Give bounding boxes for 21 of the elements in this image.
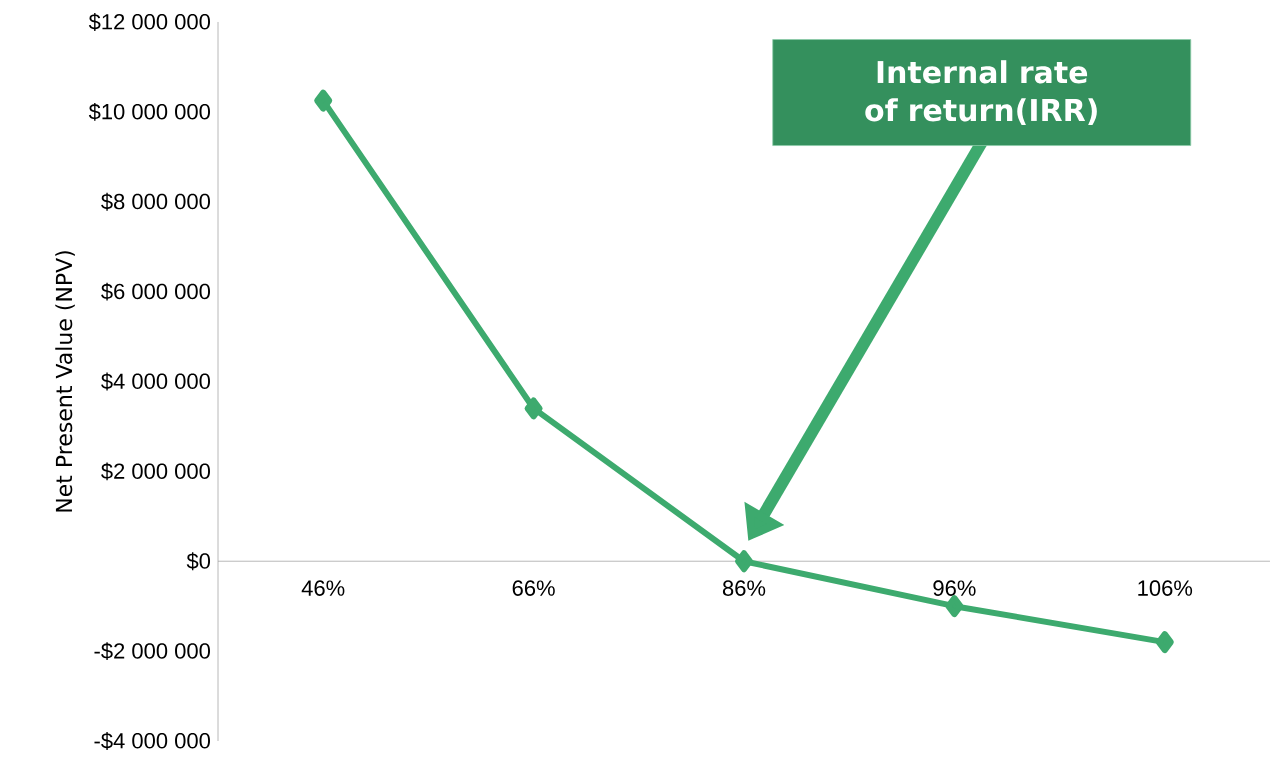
x-tick-label: 86% [722,580,766,596]
x-tick-label: 106% [1138,580,1193,596]
y-axis-title: Net Present Value (NPV) [55,251,75,512]
point [735,550,753,573]
point [314,89,333,112]
x-tick-label: 66% [512,580,555,596]
y-tick-label: $10 000 000 [88,102,211,121]
y-tick-label: $4 000 000 [101,372,211,391]
x-tick-label: 96% [933,580,976,596]
y-tick-label: $8 000 000 [101,192,211,211]
y-tick-label: $12 000 000 [88,13,211,31]
annotation: Internal rate of return(IRR) [865,60,1097,125]
x-tick-label: 46% [301,580,345,596]
point [1155,631,1174,654]
y-tick-label: $6 000 000 [101,282,211,301]
y-tick-label: $2 000 000 [101,462,211,481]
point [945,595,964,618]
y-tick-label: -$2 000 000 [94,642,211,661]
point [524,397,543,420]
y-tick-label: $0 [186,552,211,571]
y-tick-label: -$4 000 000 [94,732,211,750]
